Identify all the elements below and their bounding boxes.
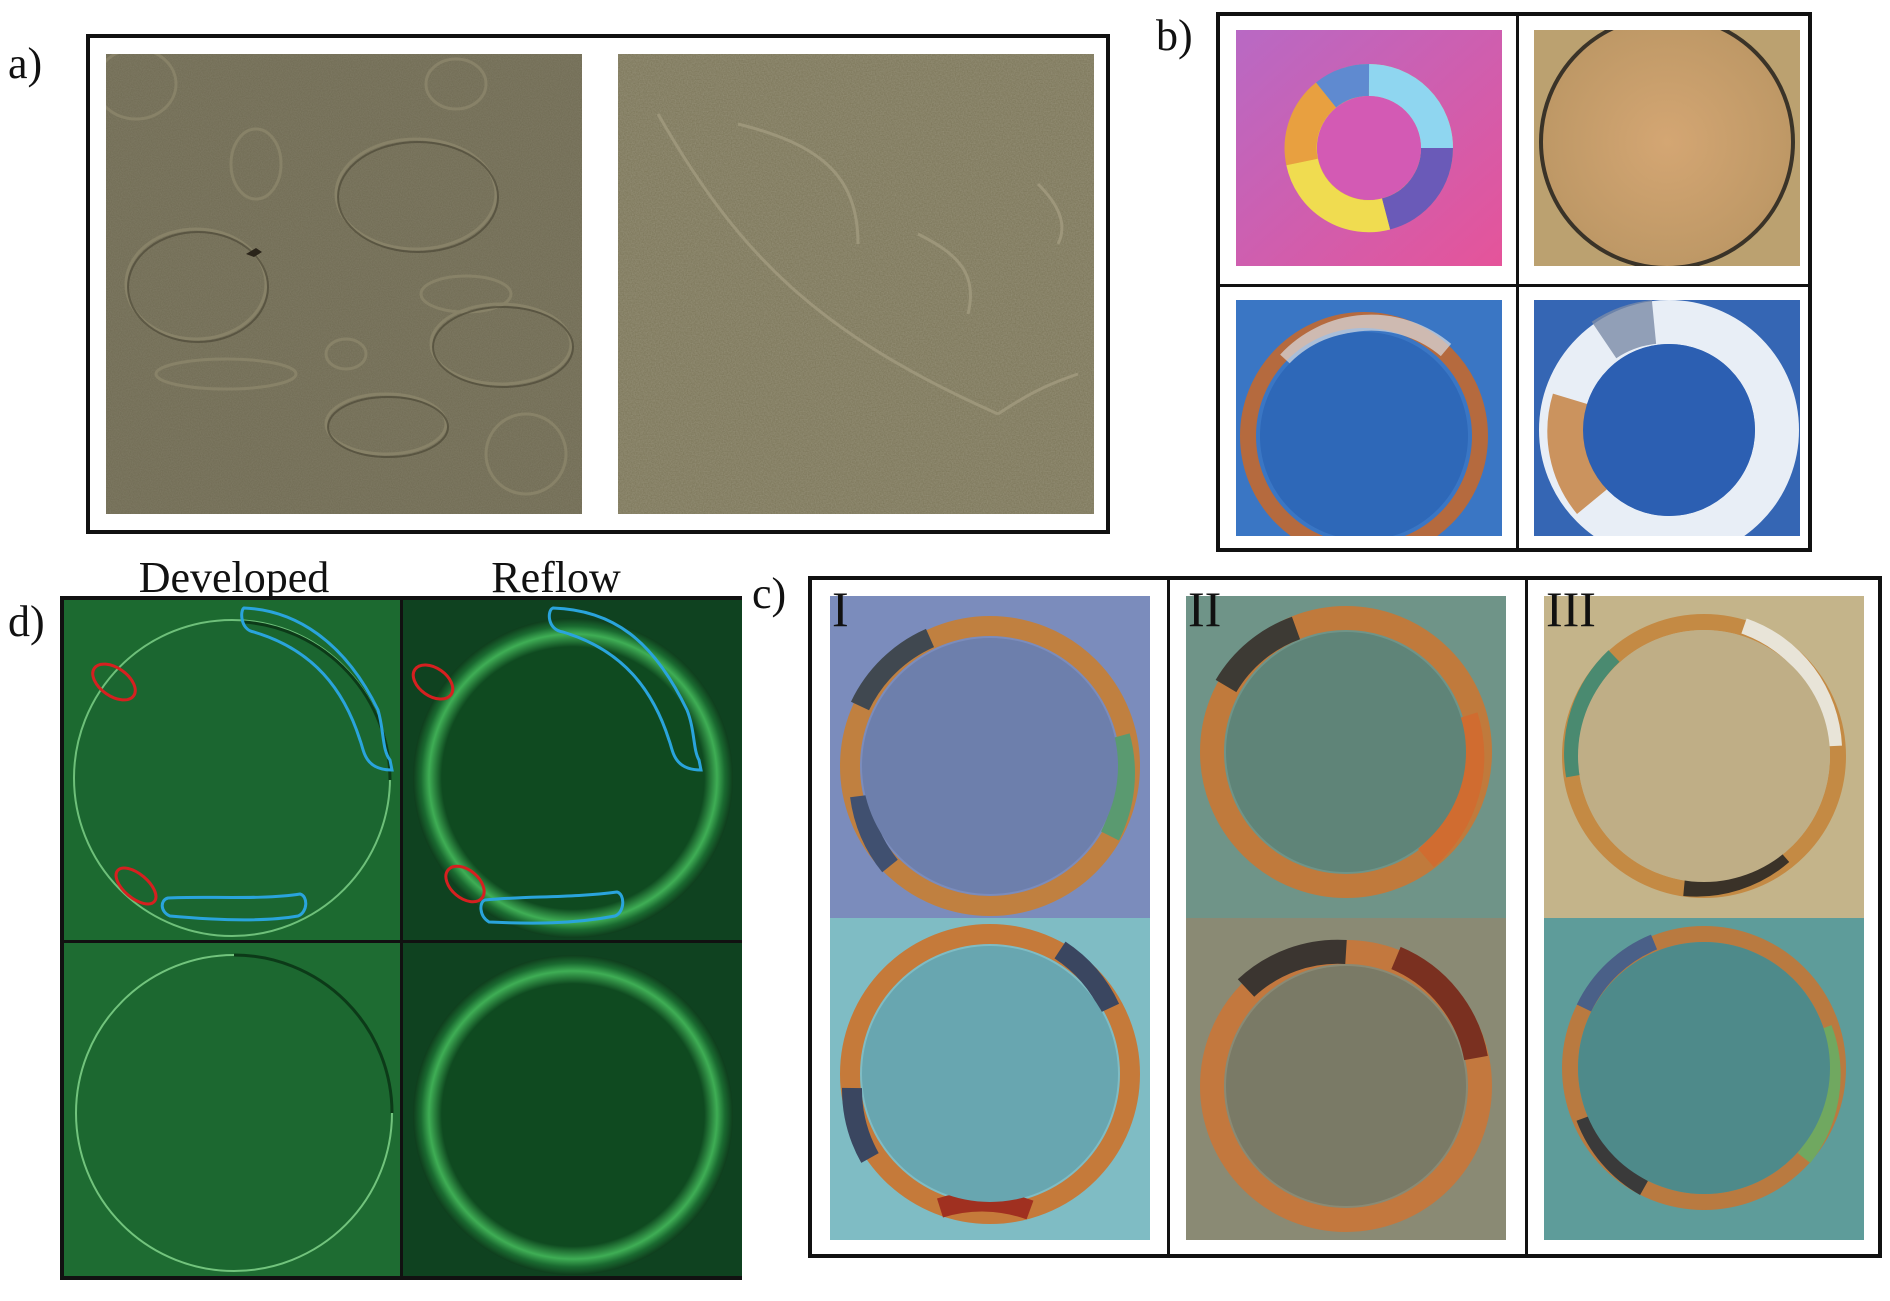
panel-b-label: b)	[1156, 11, 1193, 60]
panel-c-image-I-top	[830, 596, 1150, 918]
panel-b-image-top-left	[1236, 30, 1502, 266]
panel-a-image-left	[106, 54, 582, 514]
panel-c-image-III-top	[1544, 596, 1864, 918]
panel-a-image-right	[618, 54, 1094, 514]
panel-c-image-II-bottom	[1186, 918, 1506, 1240]
panel-c-image-II-top	[1186, 596, 1506, 918]
panel-d-red-annotations	[91, 662, 158, 906]
panel-d-blue-annotations	[160, 606, 394, 922]
panel-d-image-reflow-top	[403, 600, 742, 940]
panel-c-image-I-bottom	[830, 918, 1150, 1240]
panel-b-image-top-right	[1534, 30, 1800, 266]
panel-c-label: c)	[752, 569, 787, 618]
panel-d-label: d)	[8, 597, 45, 646]
panel-d-image-reflow-bottom	[403, 943, 742, 1276]
panel-c-image-III-bottom	[1544, 918, 1864, 1240]
panel-b-image-bottom-left	[1236, 300, 1502, 536]
panel-c-frame: I II	[808, 576, 1882, 1258]
panel-d-image-developed-bottom	[64, 943, 400, 1276]
panel-a-label: a)	[8, 39, 43, 88]
panel-b-image-bottom-right	[1534, 300, 1800, 536]
panel-c-column-II: II	[1188, 581, 1222, 637]
panel-a-frame	[86, 34, 1110, 534]
panel-d-column-reflow: Reflow	[491, 553, 621, 602]
panel-b-frame	[1216, 12, 1812, 552]
panel-c-column-I: I	[832, 581, 849, 637]
panel-c-column-III: III	[1546, 581, 1596, 637]
panel-d-frame	[60, 596, 742, 1280]
panel-d-image-developed-top	[64, 600, 400, 940]
panel-d-column-developed: Developed	[138, 553, 330, 602]
